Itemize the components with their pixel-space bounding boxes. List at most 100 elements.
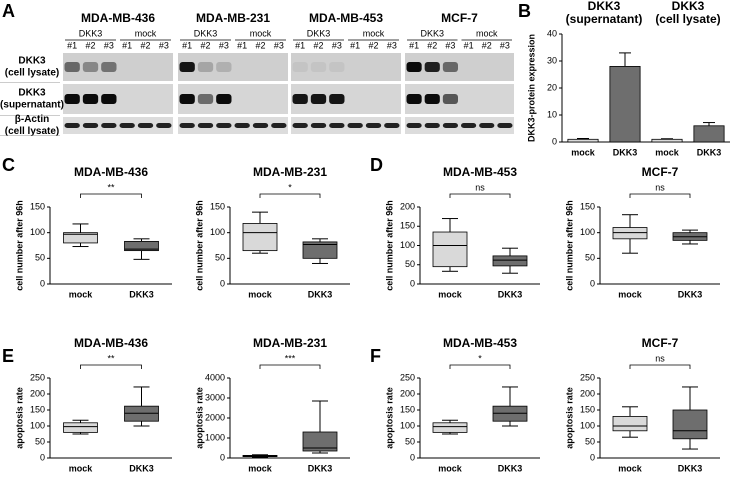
y-tick-label: 10 — [547, 109, 557, 119]
x-tick-label: mock — [655, 147, 680, 157]
blot-strip — [405, 117, 514, 134]
blot-strip — [405, 53, 514, 81]
blot-band — [406, 94, 422, 104]
box — [63, 422, 98, 433]
box — [242, 223, 278, 252]
box — [612, 227, 648, 240]
lane-label: #3 — [104, 40, 114, 50]
group-label: DKK3 — [420, 28, 444, 38]
significance-label: ns — [655, 353, 665, 363]
blot-band — [137, 123, 154, 128]
blot-strip — [178, 84, 288, 114]
blot-band — [271, 123, 287, 128]
group-label: mock — [363, 28, 385, 38]
box — [302, 431, 338, 452]
y-tick-label: 50 — [35, 436, 45, 446]
lane-label: #3 — [274, 40, 284, 50]
blot-band — [406, 123, 422, 128]
lane-label: #2 — [368, 40, 378, 50]
chart-title: MDA-MB-231 — [253, 165, 327, 179]
blot-band — [64, 123, 80, 128]
blot-band — [82, 62, 99, 72]
x-tick-label: mock — [69, 289, 94, 299]
y-tick-label: 0 — [220, 452, 225, 462]
blot-band — [197, 94, 214, 104]
significance-label: * — [288, 182, 292, 192]
bar — [693, 125, 725, 143]
cell-line-label: MCF-7 — [441, 11, 478, 25]
y-tick-label: 0 — [220, 278, 225, 288]
chart-title: MDA-MB-436 — [74, 336, 148, 350]
y-tick-label: 150 — [30, 404, 45, 414]
group-label: DKK3 — [307, 28, 331, 38]
y-axis-label: apoptosis rate — [14, 387, 24, 449]
blot-band — [310, 62, 327, 72]
blot-band — [424, 62, 440, 72]
row-label: (supernatant) — [0, 100, 64, 111]
y-tick-label: 150 — [580, 404, 595, 414]
y-tick-label: 50 — [585, 436, 595, 446]
blot-strip — [63, 117, 173, 134]
blot-strip — [291, 117, 401, 134]
lane-label: #1 — [464, 40, 474, 50]
x-tick-label: DKK3 — [678, 289, 703, 299]
y-tick-label: 0 — [410, 278, 415, 288]
significance-bracket — [80, 193, 142, 198]
x-tick-label: mock — [571, 147, 596, 157]
significance-label: *** — [285, 353, 296, 363]
group-label: mock — [476, 28, 498, 38]
y-tick-label: 0 — [552, 136, 557, 146]
blot-band — [179, 62, 195, 72]
blot-band — [101, 94, 117, 104]
y-tick-label: 100 — [400, 240, 415, 250]
cell-line-label: MDA-MB-436 — [81, 11, 155, 25]
blot-band — [64, 94, 80, 104]
box — [63, 232, 98, 244]
lane-label: #1 — [409, 40, 419, 50]
group-label: DKK3 — [588, 0, 621, 13]
blot-band — [119, 123, 135, 128]
lane-label: #3 — [159, 40, 169, 50]
group-label: (cell lysate) — [655, 12, 720, 26]
bar — [651, 138, 683, 143]
blot-band — [82, 94, 99, 104]
y-tick-label: 0 — [410, 452, 415, 462]
x-tick-label: DKK3 — [129, 463, 154, 473]
y-tick-label: 250 — [400, 372, 415, 382]
significance-bracket — [449, 193, 511, 198]
blot-band — [252, 123, 269, 128]
blot-band — [197, 62, 214, 72]
panel-label: C — [2, 155, 15, 175]
box — [432, 422, 468, 433]
x-tick-label: DKK3 — [678, 463, 703, 473]
blot-band — [310, 123, 327, 128]
blot-band — [292, 94, 308, 104]
cell-line-label: MDA-MB-453 — [309, 11, 383, 25]
y-tick-label: 100 — [30, 227, 45, 237]
panel-label: E — [2, 346, 14, 366]
x-tick-label: DKK3 — [498, 463, 523, 473]
y-tick-label: 100 — [30, 420, 45, 430]
lane-label: #1 — [182, 40, 192, 50]
x-tick-label: mock — [438, 463, 463, 473]
box — [612, 415, 648, 432]
y-tick-label: 200 — [400, 388, 415, 398]
y-tick-label: 40 — [547, 28, 557, 38]
lane-label: #2 — [482, 40, 492, 50]
y-tick-label: 150 — [580, 201, 595, 211]
group-label: mock — [135, 28, 157, 38]
blot-band — [101, 62, 117, 72]
y-tick-label: 250 — [580, 372, 595, 382]
blot-strip — [178, 53, 288, 81]
lane-label: #2 — [200, 40, 210, 50]
group-label: (supernatant) — [566, 12, 643, 26]
blot-strip — [405, 84, 514, 114]
y-tick-label: 0 — [590, 452, 595, 462]
row-label: DKK3 — [18, 56, 46, 67]
y-tick-label: 50 — [585, 253, 595, 263]
panel-label: B — [518, 1, 531, 21]
lane-label: #2 — [85, 40, 95, 50]
significance-bracket — [80, 364, 142, 369]
y-tick-label: 150 — [210, 201, 225, 211]
x-tick-label: mock — [618, 289, 643, 299]
